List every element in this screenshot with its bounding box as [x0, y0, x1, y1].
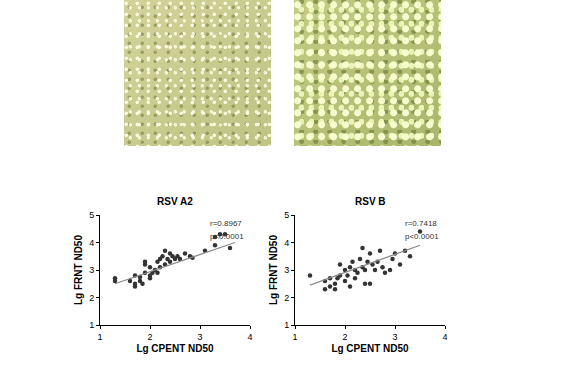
svg-text:3: 3 — [284, 265, 289, 275]
svg-text:Lg FRNT ND50: Lg FRNT ND50 — [268, 235, 279, 305]
svg-text:1: 1 — [97, 332, 102, 342]
svg-text:p<0.0001: p<0.0001 — [405, 232, 439, 241]
svg-text:3: 3 — [89, 265, 94, 275]
svg-text:3: 3 — [197, 332, 202, 342]
svg-text:r=0.8967: r=0.8967 — [210, 219, 242, 228]
svg-text:Lg CPENT ND50: Lg CPENT ND50 — [331, 343, 409, 354]
svg-text:4: 4 — [442, 332, 447, 342]
svg-text:2: 2 — [147, 332, 152, 342]
svg-text:4: 4 — [284, 238, 289, 248]
svg-text:Lg CPENT ND50: Lg CPENT ND50 — [136, 343, 214, 354]
svg-text:5: 5 — [89, 210, 94, 220]
svg-text:r=0.7418: r=0.7418 — [405, 219, 437, 228]
svg-text:1: 1 — [284, 320, 289, 330]
svg-text:1: 1 — [89, 320, 94, 330]
svg-text:2: 2 — [342, 332, 347, 342]
svg-text:4: 4 — [89, 238, 94, 248]
svg-text:4: 4 — [247, 332, 252, 342]
svg-text:2: 2 — [284, 293, 289, 303]
svg-text:5: 5 — [284, 210, 289, 220]
svg-text:2: 2 — [89, 293, 94, 303]
svg-text:1: 1 — [292, 332, 297, 342]
svg-text:RSV B: RSV B — [355, 196, 386, 207]
svg-text:p<0.0001: p<0.0001 — [210, 232, 244, 241]
svg-text:3: 3 — [392, 332, 397, 342]
svg-text:RSV A2: RSV A2 — [157, 196, 193, 207]
svg-text:Lg FRNT ND50: Lg FRNT ND50 — [73, 235, 84, 305]
